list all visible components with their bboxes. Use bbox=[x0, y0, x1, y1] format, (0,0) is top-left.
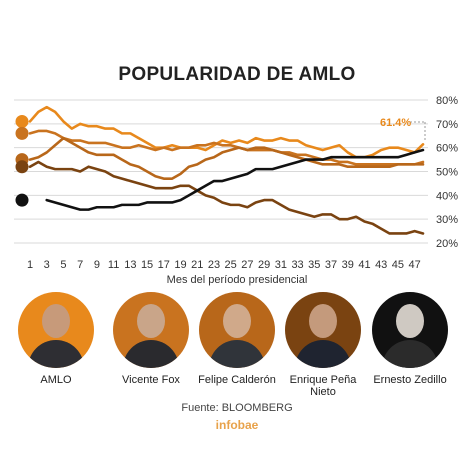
y-tick-label: 50% bbox=[436, 167, 458, 179]
portrait-head bbox=[42, 304, 70, 338]
series-line bbox=[28, 136, 425, 180]
portrait-head bbox=[223, 304, 251, 338]
y-tick-labels: 20% 30% 40% 50% 60% 70% 80% bbox=[436, 95, 458, 250]
series-start-dot bbox=[15, 126, 29, 140]
president-card: Vicente Fox bbox=[106, 292, 196, 386]
series-start-markers bbox=[15, 114, 29, 207]
portrait-suit bbox=[295, 340, 351, 368]
x-tick-label: 1 bbox=[27, 259, 33, 271]
president-card: Felipe Calderón bbox=[192, 292, 282, 386]
series-line bbox=[45, 148, 425, 211]
portrait-suit bbox=[382, 340, 438, 368]
series-lines bbox=[28, 105, 425, 235]
x-tick-label: 45 bbox=[392, 259, 404, 271]
x-tick-label: 41 bbox=[358, 259, 370, 271]
president-name: AMLO bbox=[40, 374, 72, 386]
president-photo bbox=[372, 292, 448, 368]
callout-label: 61.4% bbox=[380, 117, 411, 129]
y-tick-label: 30% bbox=[436, 214, 458, 226]
president-card: Ernesto Zedillo bbox=[365, 292, 455, 386]
president-name: Ernesto Zedillo bbox=[373, 374, 447, 386]
president-name: Vicente Fox bbox=[122, 374, 180, 386]
president-photo bbox=[199, 292, 275, 368]
series-start-dot bbox=[15, 193, 29, 207]
president-card: AMLO bbox=[11, 292, 101, 386]
x-tick-label: 11 bbox=[108, 259, 119, 271]
x-tick-label: 23 bbox=[208, 259, 220, 271]
president-photo bbox=[113, 292, 189, 368]
x-tick-label: 31 bbox=[275, 259, 287, 271]
grid-lines bbox=[14, 99, 428, 244]
portrait-head bbox=[396, 304, 424, 338]
x-tick-label: 5 bbox=[60, 259, 66, 271]
source-note: Fuente: BLOOMBERG bbox=[181, 402, 293, 414]
portrait-suit bbox=[28, 340, 84, 368]
y-tick-label: 40% bbox=[436, 190, 458, 202]
x-tick-label: 37 bbox=[325, 259, 337, 271]
x-tick-label: 9 bbox=[94, 259, 100, 271]
x-tick-labels: 1 3 5 7 9 11 13 15 17 19 21 23 25 27 29 31 33 35 37 39 41 43 4… bbox=[27, 259, 421, 271]
president-card: Enrique Peña Nieto bbox=[278, 292, 368, 398]
x-tick-label: 25 bbox=[225, 259, 237, 271]
y-tick-label: 20% bbox=[436, 238, 458, 250]
series-line bbox=[28, 105, 425, 159]
portrait-suit bbox=[209, 340, 265, 368]
portrait-suit bbox=[123, 340, 179, 368]
series-start-dot bbox=[15, 160, 29, 174]
x-tick-label: 17 bbox=[158, 259, 170, 271]
x-tick-label: 47 bbox=[409, 259, 421, 271]
x-tick-label: 3 bbox=[44, 259, 50, 271]
x-tick-label: 35 bbox=[308, 259, 320, 271]
y-tick-label: 70% bbox=[436, 119, 458, 131]
chart-title: POPULARIDAD DE AMLO bbox=[118, 64, 356, 85]
series-start-dot bbox=[15, 114, 29, 128]
x-tick-label: 27 bbox=[241, 259, 253, 271]
president-name: Felipe Calderón bbox=[198, 374, 276, 386]
callout-guide bbox=[410, 121, 426, 141]
y-tick-label: 60% bbox=[436, 143, 458, 155]
y-tick-label: 80% bbox=[436, 95, 458, 107]
x-tick-label: 7 bbox=[77, 259, 83, 271]
president-name: Enrique Peña Nieto bbox=[289, 374, 357, 398]
x-tick-label: 19 bbox=[174, 259, 186, 271]
portrait-head bbox=[137, 304, 165, 338]
portrait-head bbox=[309, 304, 337, 338]
x-tick-label: 29 bbox=[258, 259, 270, 271]
x-tick-label: 39 bbox=[342, 259, 354, 271]
x-tick-label: 43 bbox=[375, 259, 387, 271]
president-photo bbox=[285, 292, 361, 368]
x-tick-label: 21 bbox=[191, 259, 203, 271]
brand-logo: infobae bbox=[215, 418, 259, 432]
x-tick-label: 13 bbox=[124, 259, 136, 271]
x-axis-label: Mes del período presidencial bbox=[166, 274, 308, 286]
president-photo bbox=[18, 292, 94, 368]
x-tick-label: 15 bbox=[141, 259, 153, 271]
series-line bbox=[28, 160, 425, 235]
series-line bbox=[28, 129, 425, 166]
x-tick-label: 33 bbox=[291, 259, 303, 271]
